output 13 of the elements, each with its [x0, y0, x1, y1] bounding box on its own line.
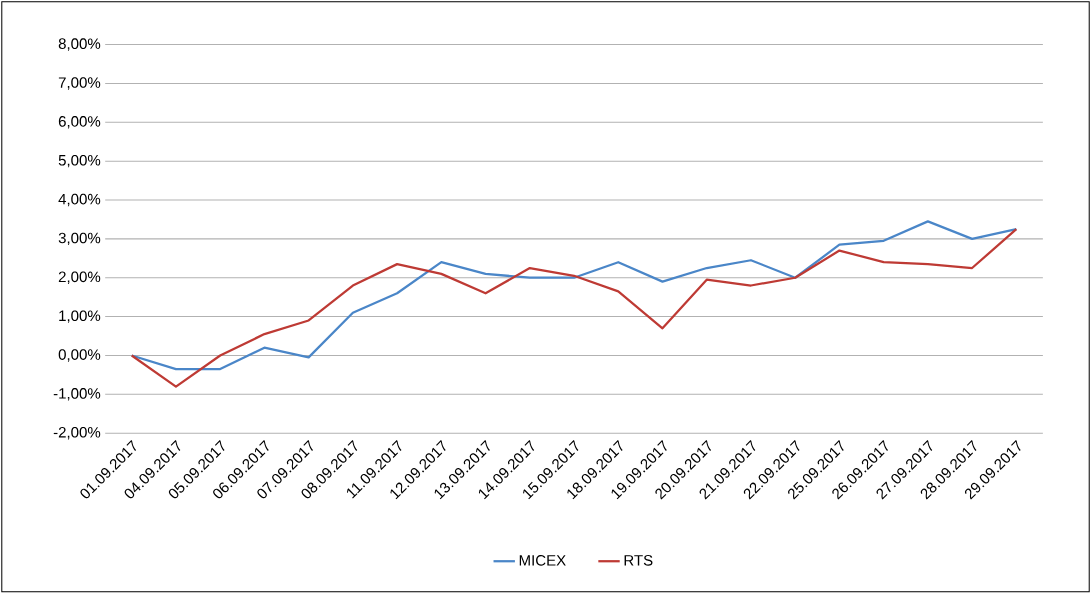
y-tick-label: 0,00% — [58, 349, 101, 362]
legend-label: MICEX — [519, 555, 566, 566]
y-tick-label: 1,00% — [59, 310, 101, 323]
y-tick-label: -2,00% — [53, 427, 101, 440]
y-tick-label: 7,00% — [58, 77, 101, 90]
y-tick-label: 2,00% — [58, 271, 101, 285]
y-tick-label: 4,00% — [58, 194, 101, 207]
y-tick-label: 6,00% — [58, 116, 101, 129]
y-tick-label: -1,00% — [53, 388, 101, 401]
legend-label: RTS — [624, 555, 653, 566]
y-tick-label: 3,00% — [58, 232, 101, 246]
y-tick-label: 8,00% — [58, 38, 101, 51]
y-tick-label: 5,00% — [58, 155, 101, 168]
